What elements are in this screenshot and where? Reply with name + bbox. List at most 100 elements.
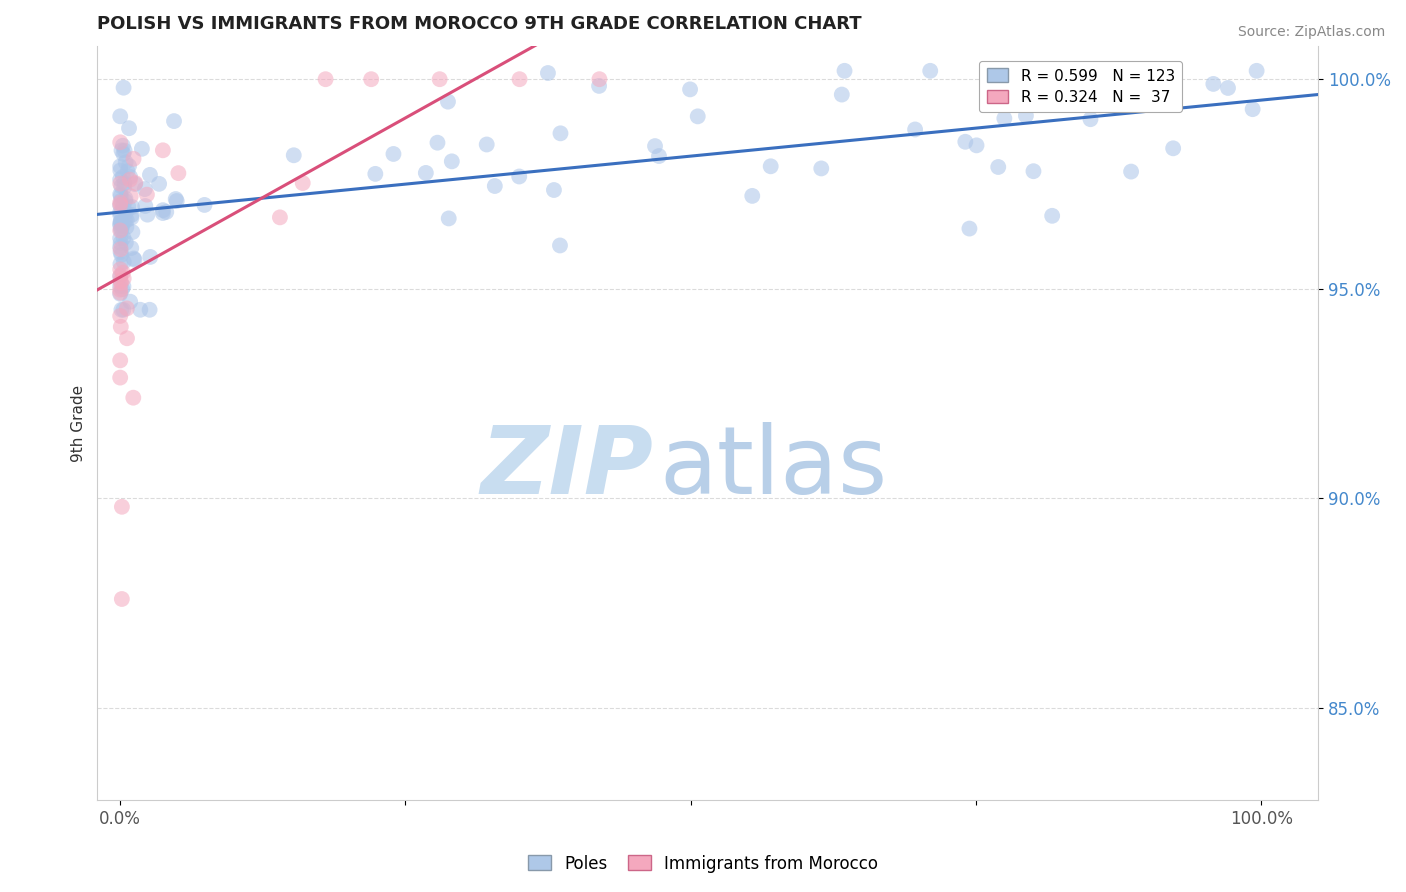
Point <box>644 139 666 153</box>
Point <box>112 271 135 285</box>
Point <box>475 137 498 152</box>
Point <box>165 192 187 206</box>
Point <box>283 148 305 162</box>
Point <box>163 114 186 128</box>
Point <box>1241 102 1264 116</box>
Point <box>118 121 141 136</box>
Point <box>152 143 174 157</box>
Point <box>110 248 132 262</box>
Point <box>108 286 131 301</box>
Point <box>114 194 136 208</box>
Point <box>588 72 610 87</box>
Point <box>115 331 138 345</box>
Point <box>993 112 1015 126</box>
Point <box>955 135 977 149</box>
Point <box>134 199 156 213</box>
Point <box>112 147 135 161</box>
Point <box>121 200 143 214</box>
Point <box>139 168 162 182</box>
Point <box>108 283 131 297</box>
Point <box>108 279 131 293</box>
Point <box>364 167 387 181</box>
Point <box>115 220 138 235</box>
Point <box>1119 63 1142 78</box>
Point <box>110 215 132 229</box>
Point <box>121 225 143 239</box>
Point <box>269 211 291 225</box>
Point <box>588 78 610 93</box>
Point <box>537 66 560 80</box>
Point <box>114 144 136 158</box>
Point <box>110 109 132 123</box>
Y-axis label: 9th Grade: 9th Grade <box>72 384 86 461</box>
Point <box>834 63 856 78</box>
Point <box>112 255 135 269</box>
Point <box>118 159 141 173</box>
Point <box>193 198 215 212</box>
Point <box>112 176 135 190</box>
Point <box>110 269 132 284</box>
Point <box>108 195 131 210</box>
Point <box>509 72 531 87</box>
Point <box>759 159 782 173</box>
Point <box>124 177 146 191</box>
Legend: R = 0.599   N = 123, R = 0.324   N =  37: R = 0.599 N = 123, R = 0.324 N = 37 <box>980 61 1182 112</box>
Point <box>110 198 132 212</box>
Point <box>110 136 132 150</box>
Point <box>122 252 145 266</box>
Point <box>382 147 405 161</box>
Point <box>508 169 530 184</box>
Point <box>114 205 136 219</box>
Point <box>122 152 145 166</box>
Point <box>124 252 146 267</box>
Point <box>166 194 188 208</box>
Point <box>110 194 132 208</box>
Point <box>108 231 131 245</box>
Point <box>111 219 134 233</box>
Point <box>111 266 134 280</box>
Point <box>1015 109 1038 123</box>
Point <box>110 235 132 250</box>
Point <box>112 80 135 95</box>
Point <box>112 200 135 214</box>
Point <box>108 219 131 233</box>
Point <box>110 244 132 259</box>
Point <box>810 161 832 176</box>
Text: atlas: atlas <box>659 422 887 514</box>
Point <box>131 142 153 156</box>
Point <box>1161 141 1184 155</box>
Point <box>155 205 177 219</box>
Point <box>904 122 927 136</box>
Point <box>112 279 135 293</box>
Point <box>110 214 132 228</box>
Point <box>110 319 132 334</box>
Point <box>429 72 451 87</box>
Point <box>115 301 138 316</box>
Point <box>108 198 131 212</box>
Point <box>110 179 132 194</box>
Point <box>115 235 138 250</box>
Point <box>114 155 136 169</box>
Point <box>152 206 174 220</box>
Point <box>110 274 132 288</box>
Point <box>1080 112 1102 127</box>
Point <box>129 302 152 317</box>
Point <box>112 302 135 317</box>
Point <box>110 262 132 277</box>
Point <box>110 144 132 158</box>
Point <box>111 169 134 184</box>
Point <box>110 189 132 203</box>
Text: POLISH VS IMMIGRANTS FROM MOROCCO 9TH GRADE CORRELATION CHART: POLISH VS IMMIGRANTS FROM MOROCCO 9TH GR… <box>97 15 862 33</box>
Point <box>679 82 702 96</box>
Point <box>167 166 190 180</box>
Point <box>108 223 131 237</box>
Point <box>415 166 437 180</box>
Point <box>543 183 565 197</box>
Point <box>920 63 942 78</box>
Point <box>115 213 138 227</box>
Point <box>121 211 143 225</box>
Point <box>437 95 460 109</box>
Point <box>134 182 156 196</box>
Point <box>484 179 506 194</box>
Point <box>120 189 142 203</box>
